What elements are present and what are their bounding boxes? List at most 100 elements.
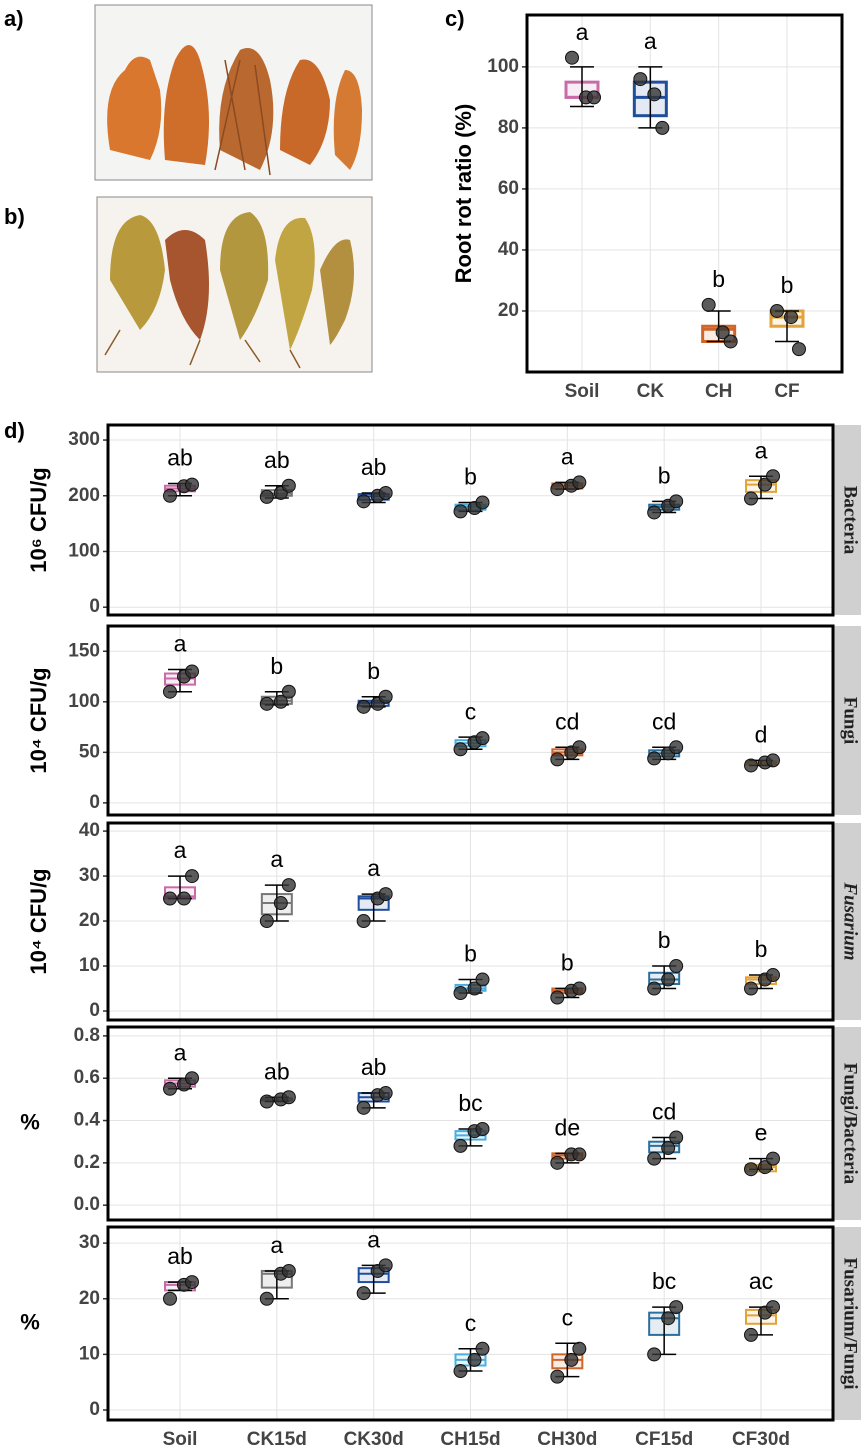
point	[475, 495, 490, 510]
y-tick-label: 100	[487, 56, 519, 77]
point	[784, 310, 798, 325]
point	[378, 485, 393, 500]
point	[378, 887, 393, 902]
point	[565, 50, 579, 65]
x-tick-label: CH30d	[537, 1429, 597, 1450]
point	[669, 1130, 684, 1145]
point	[647, 1151, 662, 1166]
point	[669, 494, 684, 509]
point	[356, 494, 371, 509]
point	[669, 959, 684, 974]
significance-letter: de	[555, 1114, 581, 1140]
point	[572, 1341, 587, 1356]
point	[766, 1151, 780, 1166]
point	[587, 90, 601, 105]
point	[744, 758, 758, 773]
point	[356, 699, 371, 714]
point	[163, 1291, 177, 1306]
point	[185, 664, 199, 679]
point	[453, 504, 468, 519]
point	[281, 478, 296, 493]
significance-letter: b	[712, 266, 725, 292]
photo-b	[96, 196, 373, 373]
y-tick-label: 0.2	[74, 1152, 100, 1173]
point	[550, 1155, 565, 1170]
point	[661, 1311, 676, 1326]
significance-letter: ab	[264, 1058, 290, 1084]
significance-letter: a	[755, 437, 768, 463]
significance-letter: ab	[167, 445, 193, 471]
significance-letter: cd	[555, 708, 579, 734]
point	[356, 1286, 371, 1301]
significance-letter: b	[755, 936, 768, 962]
strip-label: Fusarium	[840, 881, 861, 960]
point	[766, 469, 780, 484]
point	[356, 914, 371, 929]
significance-letter: c	[465, 698, 477, 724]
point	[744, 1162, 758, 1177]
point	[633, 72, 648, 87]
point	[564, 1352, 579, 1367]
point	[185, 477, 199, 492]
y-axis-label: 10⁴ CFU/g	[26, 667, 51, 773]
y-tick-label: 300	[68, 429, 100, 450]
significance-letter: a	[367, 1226, 380, 1252]
significance-letter: b	[658, 927, 671, 953]
point	[378, 1086, 393, 1101]
significance-letter: a	[174, 837, 187, 863]
y-tick-label: 40	[498, 239, 519, 260]
point	[647, 1347, 662, 1362]
photo-a	[94, 4, 373, 181]
point	[273, 896, 288, 911]
strip-label: Fungi/Bacteria	[840, 1063, 861, 1185]
point	[378, 1258, 393, 1273]
significance-letter: ab	[167, 1243, 193, 1269]
panel-label: b)	[4, 204, 25, 229]
plot-border	[106, 423, 835, 617]
y-tick-label: 40	[79, 820, 100, 841]
point	[723, 334, 738, 349]
significance-letter: ab	[264, 447, 290, 473]
point	[475, 1122, 490, 1137]
significance-letter: b	[561, 950, 574, 976]
y-tick-label: 30	[79, 1232, 100, 1253]
point	[669, 740, 684, 755]
point	[647, 87, 662, 102]
y-tick-label: 50	[79, 741, 100, 762]
point	[453, 742, 468, 757]
x-tick-label: CH	[705, 381, 732, 402]
point	[259, 489, 274, 504]
strip-label: Fusarium/Fungi	[840, 1258, 861, 1390]
point	[163, 1081, 177, 1096]
point	[475, 972, 490, 987]
point	[701, 297, 716, 312]
point	[467, 1352, 482, 1367]
y-tick-label: 0.0	[74, 1194, 100, 1215]
significance-letter: b	[367, 658, 380, 684]
point	[163, 684, 177, 699]
point	[647, 505, 662, 520]
panel-label: d)	[4, 418, 25, 443]
point	[259, 1291, 274, 1306]
point	[744, 491, 758, 506]
significance-letter: c	[465, 1310, 477, 1336]
point	[356, 1100, 371, 1115]
y-tick-label: 20	[79, 910, 100, 931]
point	[715, 325, 730, 340]
significance-letter: a	[367, 855, 380, 881]
significance-letter: e	[755, 1120, 768, 1146]
y-axis-label: %	[20, 1109, 40, 1134]
y-tick-label: 80	[498, 117, 519, 138]
y-tick-label: 60	[498, 178, 519, 199]
significance-letter: c	[562, 1304, 574, 1330]
y-tick-label: 150	[68, 640, 100, 661]
point	[572, 475, 587, 490]
point	[550, 482, 565, 497]
point	[550, 990, 565, 1005]
y-tick-label: 0	[89, 1000, 100, 1021]
y-tick-label: 0	[89, 596, 100, 617]
panel-label: c)	[445, 6, 465, 31]
strip	[834, 1027, 861, 1220]
point	[550, 1369, 565, 1384]
significance-letter: bc	[458, 1090, 482, 1116]
